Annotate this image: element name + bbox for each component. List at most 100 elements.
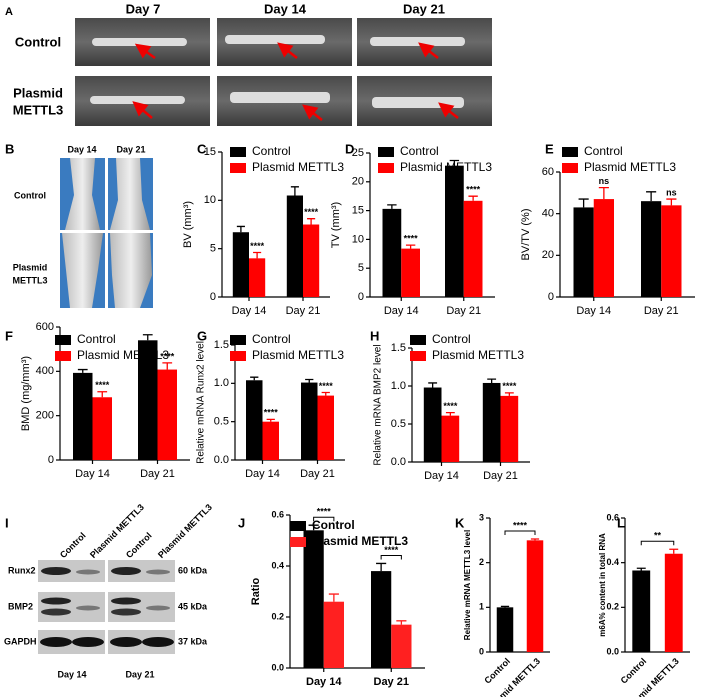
significance: **** (264, 408, 279, 418)
bar (664, 553, 683, 652)
significance: **** (502, 381, 517, 391)
y-tick-label: 0.0 (606, 646, 619, 656)
bar (301, 382, 318, 460)
row-label: Plasmid (13, 85, 63, 100)
error-bar (308, 524, 319, 531)
y-tick-label: 40 (542, 208, 554, 220)
y-axis-label: BV (mm³) (182, 201, 194, 248)
bar (641, 201, 662, 297)
bar (496, 607, 514, 652)
y-tick-label: 0 (479, 646, 484, 656)
y-tick-label: 400 (36, 365, 54, 377)
error-bar (504, 392, 514, 396)
legend-swatch (230, 147, 246, 157)
significance: ns (666, 187, 677, 197)
legend-label: Plasmid METTL3 (584, 160, 676, 174)
row-label: Control (14, 190, 46, 200)
row-label: METTL3 (13, 275, 48, 285)
bar (391, 624, 412, 668)
bar (463, 200, 483, 297)
y-tick-label: 15 (204, 146, 216, 158)
x-tick-label: Day 21 (644, 305, 679, 317)
y-tick-label: 0 (210, 291, 216, 303)
y-tick-label: 60 (542, 166, 554, 178)
x-tick-label: Control (619, 656, 649, 686)
column-label: Day 7 (126, 1, 161, 16)
y-tick-label: 600 (36, 321, 54, 333)
y-axis-label: Relative mRNA METTL3 level (463, 530, 472, 640)
y-tick-label: 15 (352, 205, 364, 217)
y-tick-label: 0.4 (271, 560, 284, 570)
significance-bracket (504, 530, 536, 535)
significance: **** (384, 545, 399, 555)
x-tick-label: Day 21 (140, 468, 175, 480)
x-tick-label: Day 21 (446, 305, 481, 317)
bar (401, 248, 420, 297)
significance: **** (250, 241, 265, 251)
y-tick-label: 0.6 (271, 509, 284, 519)
bar (323, 601, 344, 668)
protein-label: GAPDH (4, 636, 37, 646)
size-label: 60 kDa (178, 565, 208, 575)
bar (661, 205, 682, 297)
legend-swatch (562, 163, 578, 173)
y-axis-label: BMD (mg/mm³) (20, 356, 32, 431)
legend-swatch (290, 521, 306, 531)
row-label: METTL3 (13, 102, 64, 117)
x-tick-label: Control (482, 656, 512, 686)
y-axis-label: Relative mRNA Runx2 level (196, 341, 207, 464)
significance: ns (599, 176, 610, 186)
column-label: Day 14 (264, 1, 307, 16)
panel-letter: J (238, 515, 245, 530)
significance-bracket (640, 540, 675, 546)
legend-swatch (230, 163, 246, 173)
western-blot (38, 560, 175, 654)
lane-label: Control (124, 530, 154, 560)
error-bar (396, 620, 407, 625)
panel-letter: L (617, 515, 625, 530)
y-tick-label: 0.0 (391, 456, 406, 468)
legend-swatch (55, 335, 71, 345)
bar (526, 540, 544, 652)
error-bar (142, 334, 153, 341)
error-bar (646, 191, 657, 202)
y-tick-label: 0 (548, 291, 554, 303)
y-tick-label: 0 (358, 291, 364, 303)
panel-letter: K (455, 515, 465, 530)
y-tick-label: 0.4 (606, 557, 619, 567)
y-tick-label: 1 (479, 602, 484, 612)
group-label: Day 14 (57, 669, 86, 679)
y-tick-label: 1.5 (214, 339, 229, 351)
legend-swatch (410, 351, 426, 361)
error-bar (669, 548, 679, 554)
error-bar (253, 251, 262, 259)
legend-label: Control (432, 332, 471, 346)
legend-swatch (230, 335, 246, 345)
legend-swatch (562, 147, 578, 157)
lane-label: Plasmid METTL3 (156, 502, 214, 560)
panel-letter: C (197, 141, 207, 156)
lane-label: Control (58, 530, 88, 560)
y-axis-label: BV/TV (%) (520, 209, 532, 261)
x-tick-label: Day 21 (286, 305, 321, 317)
bar (593, 199, 614, 297)
row-label: Control (15, 34, 61, 49)
significance: **** (404, 234, 419, 244)
error-bar (636, 567, 646, 571)
error-bar (428, 382, 438, 388)
legend-label: Plasmid METTL3 (77, 348, 169, 362)
y-tick-label: 20 (352, 176, 364, 188)
legend-label: Control (584, 144, 623, 158)
y-axis-label: Relative mRNA BMP2 level (373, 344, 384, 465)
legend-label: Control (77, 332, 116, 346)
significance: **** (95, 380, 110, 390)
bar (249, 258, 266, 297)
legend-label: Plasmid METTL3 (312, 534, 408, 548)
significance-bracket (313, 516, 335, 522)
legend-swatch (378, 163, 394, 173)
bar (445, 165, 464, 297)
panel-letter: E (545, 141, 554, 156)
x-tick-label: Day 21 (374, 676, 409, 688)
y-tick-label: 10 (352, 233, 364, 245)
